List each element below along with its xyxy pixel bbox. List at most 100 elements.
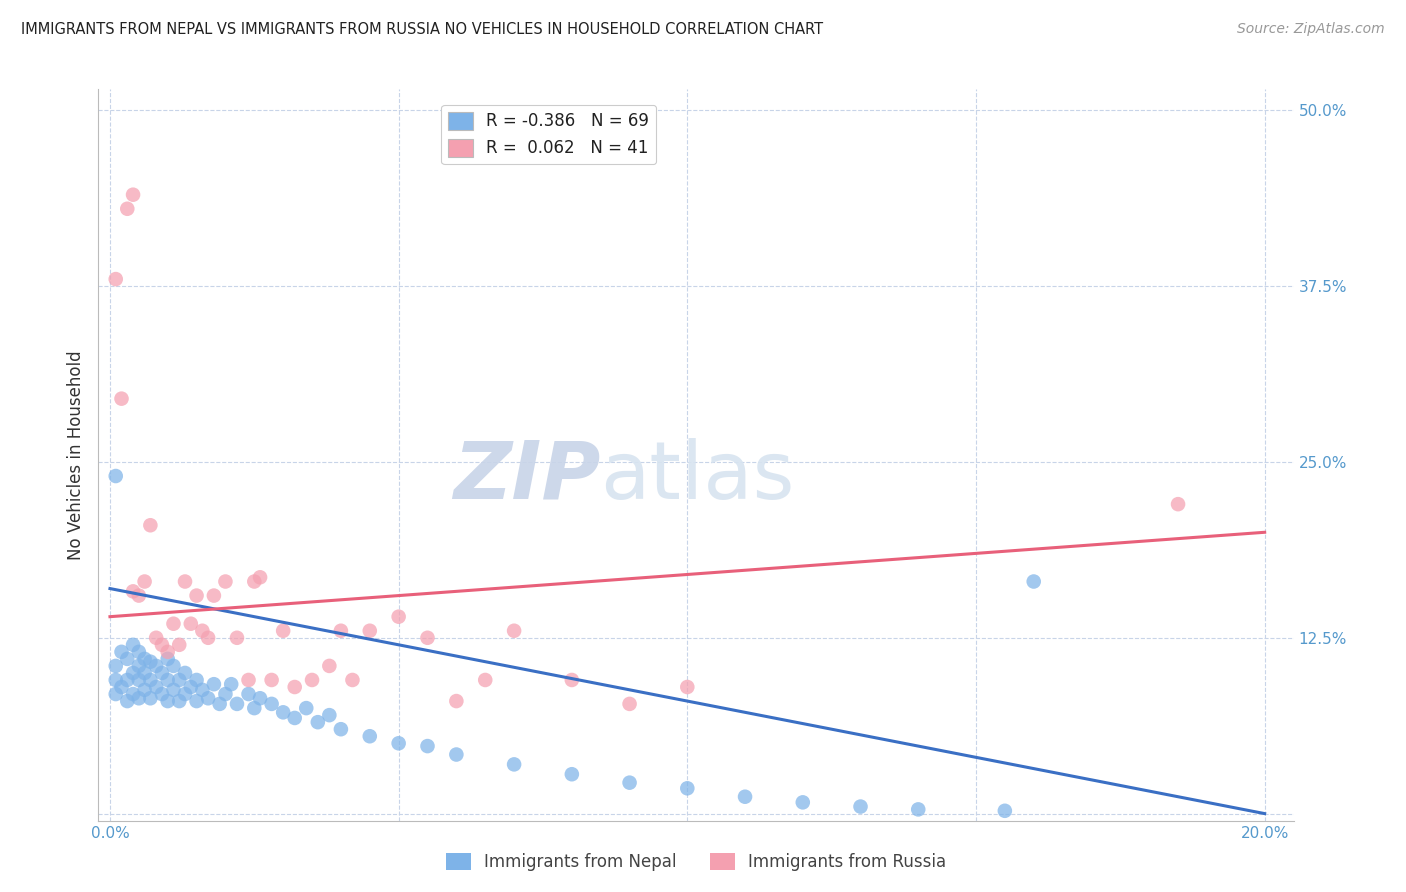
- Point: [150, 665, 173, 680]
- Point: [197, 691, 219, 706]
- Point: [202, 589, 225, 603]
- Point: [150, 638, 173, 652]
- Point: [191, 624, 214, 638]
- Point: [238, 673, 260, 687]
- Point: [260, 697, 283, 711]
- Point: [156, 694, 179, 708]
- Point: [117, 694, 139, 708]
- Text: IMMIGRANTS FROM NEPAL VS IMMIGRANTS FROM RUSSIA NO VEHICLES IN HOUSEHOLD CORRELA: IMMIGRANTS FROM NEPAL VS IMMIGRANTS FROM…: [21, 22, 824, 37]
- Point: [243, 574, 266, 589]
- Point: [174, 665, 197, 680]
- Point: [197, 631, 219, 645]
- Text: Source: ZipAtlas.com: Source: ZipAtlas.com: [1237, 22, 1385, 37]
- Point: [150, 687, 173, 701]
- Point: [162, 659, 184, 673]
- Point: [416, 631, 439, 645]
- Point: [110, 645, 132, 659]
- Point: [186, 673, 208, 687]
- Point: [180, 680, 202, 694]
- Point: [145, 680, 167, 694]
- Point: [359, 729, 381, 743]
- Text: atlas: atlas: [600, 438, 794, 516]
- Point: [122, 665, 145, 680]
- Point: [139, 691, 162, 706]
- Point: [249, 691, 271, 706]
- Point: [318, 708, 340, 723]
- Point: [1167, 497, 1189, 511]
- Point: [416, 739, 439, 753]
- Point: [271, 624, 294, 638]
- Point: [174, 687, 197, 701]
- Point: [128, 589, 150, 603]
- Point: [104, 687, 127, 701]
- Point: [734, 789, 756, 804]
- Point: [503, 757, 526, 772]
- Point: [503, 624, 526, 638]
- Point: [156, 645, 179, 659]
- Point: [110, 680, 132, 694]
- Point: [122, 687, 145, 701]
- Point: [134, 665, 156, 680]
- Point: [104, 659, 127, 673]
- Point: [117, 202, 139, 216]
- Text: ZIP: ZIP: [453, 438, 600, 516]
- Point: [318, 659, 340, 673]
- Point: [139, 518, 162, 533]
- Point: [156, 652, 179, 666]
- Point: [104, 272, 127, 286]
- Point: [134, 574, 156, 589]
- Point: [284, 680, 307, 694]
- Point: [994, 804, 1017, 818]
- Point: [561, 673, 583, 687]
- Point: [128, 645, 150, 659]
- Y-axis label: No Vehicles in Household: No Vehicles in Household: [66, 350, 84, 560]
- Point: [226, 631, 249, 645]
- Point: [122, 638, 145, 652]
- Point: [446, 694, 468, 708]
- Point: [342, 673, 364, 687]
- Point: [619, 697, 641, 711]
- Point: [446, 747, 468, 762]
- Point: [128, 691, 150, 706]
- Point: [145, 659, 167, 673]
- Point: [249, 570, 271, 584]
- Point: [214, 687, 236, 701]
- Point: [474, 673, 496, 687]
- Point: [186, 589, 208, 603]
- Point: [145, 631, 167, 645]
- Point: [388, 736, 411, 750]
- Point: [271, 706, 294, 720]
- Point: [180, 616, 202, 631]
- Point: [117, 673, 139, 687]
- Point: [110, 392, 132, 406]
- Legend: Immigrants from Nepal, Immigrants from Russia: Immigrants from Nepal, Immigrants from R…: [439, 847, 953, 878]
- Point: [156, 673, 179, 687]
- Point: [561, 767, 583, 781]
- Point: [907, 802, 929, 816]
- Point: [104, 469, 127, 483]
- Point: [128, 673, 150, 687]
- Point: [238, 687, 260, 701]
- Point: [284, 711, 307, 725]
- Point: [295, 701, 318, 715]
- Point: [676, 781, 699, 796]
- Point: [202, 677, 225, 691]
- Point: [139, 655, 162, 669]
- Point: [260, 673, 283, 687]
- Point: [676, 680, 699, 694]
- Point: [122, 584, 145, 599]
- Point: [619, 775, 641, 789]
- Point: [167, 673, 190, 687]
- Point: [329, 624, 352, 638]
- Point: [301, 673, 323, 687]
- Point: [191, 682, 214, 697]
- Point: [117, 652, 139, 666]
- Point: [174, 574, 197, 589]
- Point: [122, 187, 145, 202]
- Point: [167, 694, 190, 708]
- Point: [134, 652, 156, 666]
- Point: [186, 694, 208, 708]
- Point: [359, 624, 381, 638]
- Point: [226, 697, 249, 711]
- Point: [162, 616, 184, 631]
